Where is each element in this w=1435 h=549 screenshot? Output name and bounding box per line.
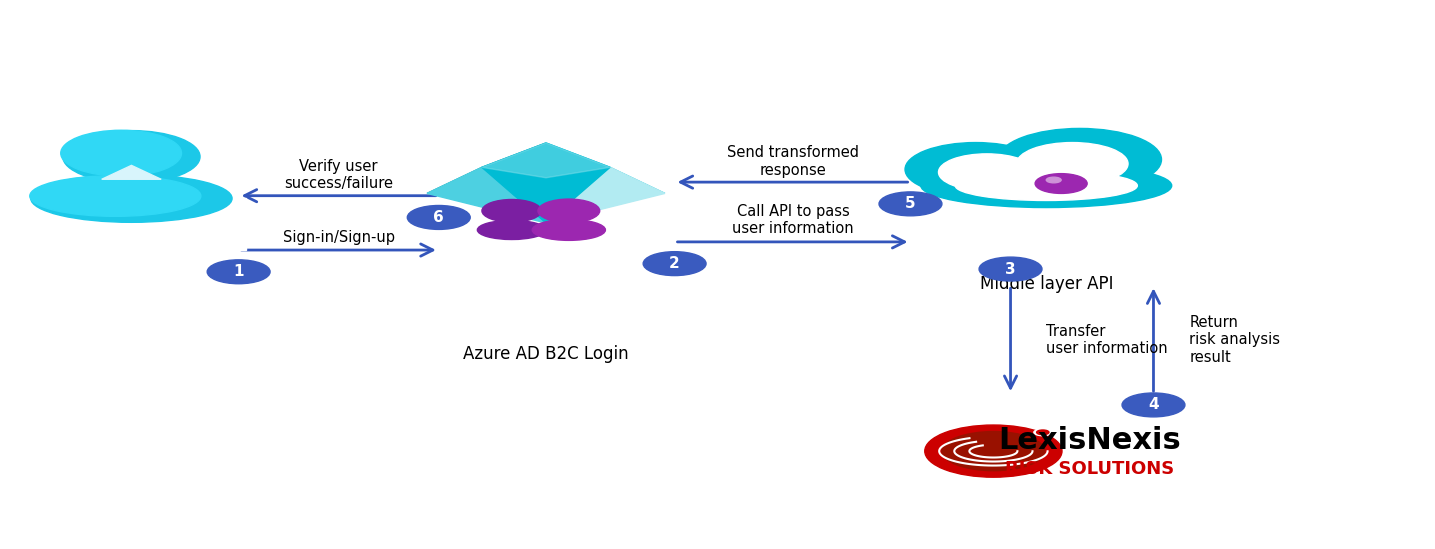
Text: Call API to pass
user information: Call API to pass user information [732,204,854,237]
Circle shape [1035,173,1088,193]
Text: Middle layer API: Middle layer API [980,274,1114,293]
Circle shape [63,131,199,183]
Circle shape [924,425,1062,477]
Circle shape [905,143,1046,196]
Ellipse shape [478,220,545,239]
Polygon shape [428,167,545,223]
Circle shape [207,260,270,284]
Text: 5: 5 [905,197,916,211]
Text: Verify user
success/failure: Verify user success/failure [284,159,393,192]
Circle shape [1033,429,1052,436]
Ellipse shape [532,220,606,240]
Polygon shape [428,143,545,193]
Ellipse shape [921,164,1172,208]
Text: 1: 1 [234,264,244,279]
Polygon shape [545,143,664,193]
Text: LexisNexis: LexisNexis [997,426,1181,455]
Circle shape [60,130,181,176]
Circle shape [971,154,1083,196]
Circle shape [1122,393,1185,417]
Ellipse shape [956,171,1138,200]
Circle shape [1036,430,1049,435]
Ellipse shape [30,175,232,222]
Text: Transfer
user information: Transfer user information [1046,323,1168,356]
Circle shape [979,257,1042,281]
Text: 2: 2 [669,256,680,271]
Circle shape [1016,143,1128,185]
Circle shape [938,154,1035,191]
Circle shape [1046,177,1060,183]
Text: Return
risk analysis
result: Return risk analysis result [1190,315,1280,365]
Polygon shape [545,167,664,223]
Text: RISK SOLUTIONS: RISK SOLUTIONS [1004,460,1174,478]
Circle shape [538,199,600,222]
Circle shape [643,251,706,276]
Text: Azure AD B2C Login: Azure AD B2C Login [464,345,629,363]
Polygon shape [482,143,610,223]
Circle shape [997,128,1161,191]
Ellipse shape [30,176,201,216]
Text: 4: 4 [1148,397,1159,412]
Circle shape [880,192,941,216]
Text: Sign-in/Sign-up: Sign-in/Sign-up [283,229,395,245]
Circle shape [408,205,471,229]
Text: 6: 6 [433,210,445,225]
Polygon shape [482,143,610,178]
FancyBboxPatch shape [16,198,247,249]
Text: Send transformed
response: Send transformed response [728,145,860,178]
Circle shape [941,432,1045,470]
Text: 3: 3 [1006,261,1016,277]
Circle shape [482,199,541,222]
Polygon shape [102,165,161,180]
